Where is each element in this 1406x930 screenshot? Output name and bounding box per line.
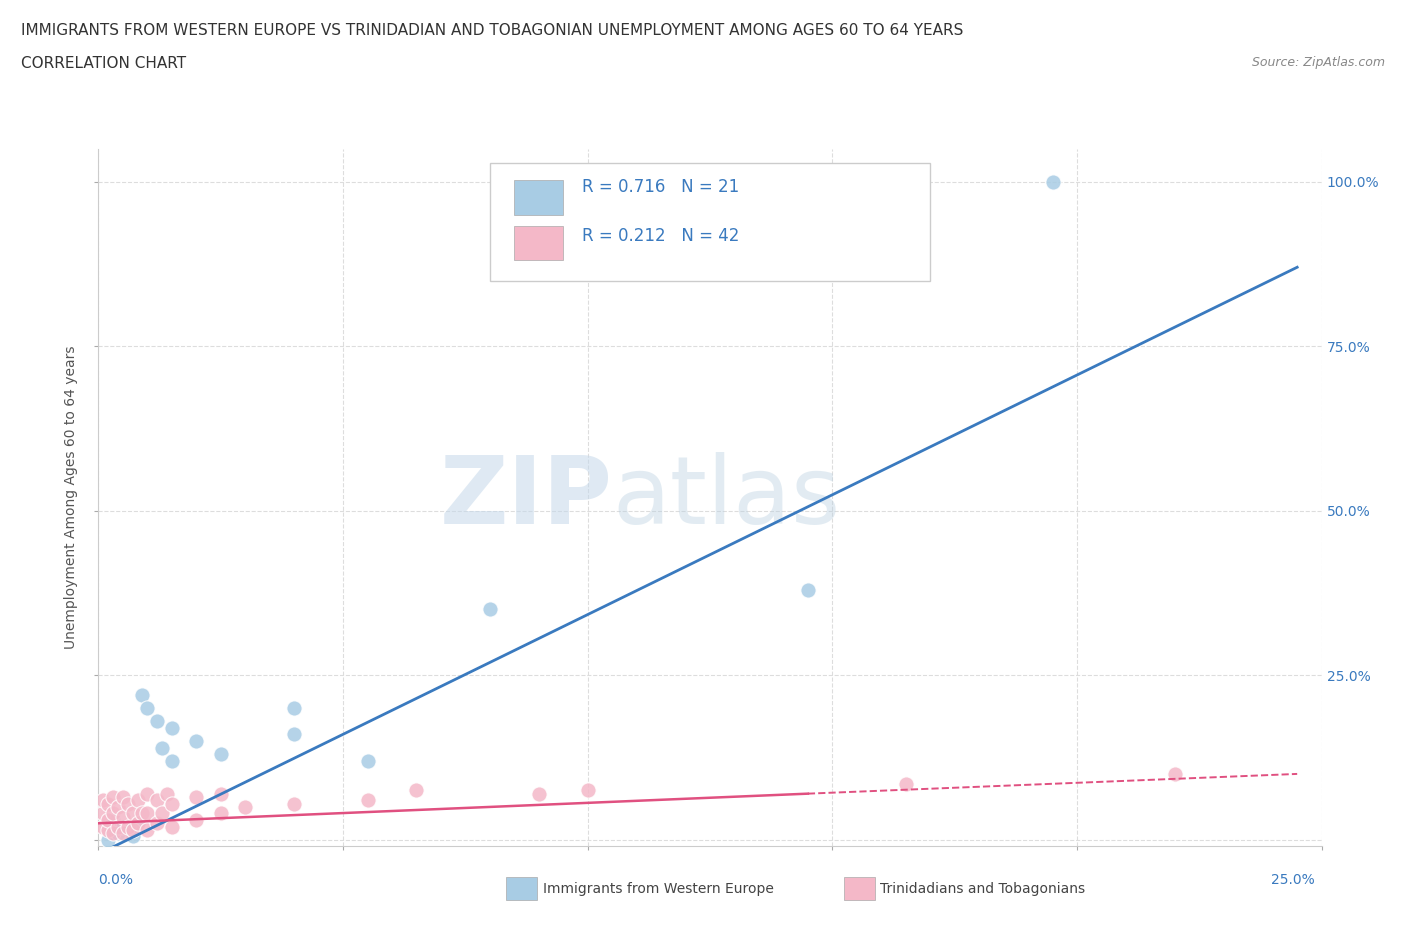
Point (101, 790, 124, 804)
Text: R = 0.212   N = 42: R = 0.212 N = 42 (582, 227, 740, 245)
Point (160, 721, 183, 736)
Text: 25.0%: 25.0% (1271, 872, 1315, 887)
FancyBboxPatch shape (515, 226, 564, 260)
Point (97, 822, 120, 837)
Point (136, 806, 159, 821)
FancyBboxPatch shape (515, 180, 564, 215)
Point (233, 800, 256, 815)
Point (356, 792, 378, 807)
Point (121, 806, 143, 821)
Point (186, 790, 208, 804)
Point (160, 819, 183, 834)
Point (894, 777, 917, 791)
Point (209, 806, 232, 821)
Point (91, 792, 114, 807)
Point (127, 816, 149, 830)
Point (283, 727, 305, 742)
Point (797, 582, 820, 597)
Point (107, 819, 129, 834)
Point (209, 747, 232, 762)
Point (356, 753, 378, 768)
Point (283, 700, 305, 715)
Point (101, 813, 124, 828)
Point (146, 792, 169, 807)
Point (101, 826, 124, 841)
Point (121, 822, 143, 837)
Text: ZIP: ZIP (439, 452, 612, 543)
Point (91, 806, 114, 821)
Point (150, 806, 173, 821)
Point (186, 813, 208, 828)
Point (131, 806, 153, 821)
Point (136, 822, 159, 837)
Point (97, 813, 120, 828)
Point (1042, 174, 1064, 189)
Point (283, 796, 305, 811)
Point (527, 786, 550, 801)
Point (136, 700, 159, 715)
Point (478, 602, 501, 617)
Point (91, 819, 114, 834)
Point (209, 786, 232, 801)
Point (117, 819, 139, 834)
Text: CORRELATION CHART: CORRELATION CHART (21, 56, 186, 71)
Text: Trinidadians and Tobagonians: Trinidadians and Tobagonians (880, 882, 1085, 897)
Point (111, 809, 134, 824)
Text: Immigrants from Western Europe: Immigrants from Western Europe (543, 882, 773, 897)
Point (131, 687, 153, 702)
Text: 0.0%: 0.0% (98, 872, 134, 887)
Point (111, 790, 134, 804)
Point (146, 714, 169, 729)
Point (146, 816, 169, 830)
Point (405, 783, 427, 798)
Point (150, 740, 173, 755)
Point (107, 826, 129, 841)
Text: R = 0.716   N = 21: R = 0.716 N = 21 (582, 179, 738, 196)
Point (111, 826, 134, 841)
Point (1164, 766, 1187, 781)
Point (127, 792, 149, 807)
Point (107, 800, 129, 815)
Point (186, 734, 208, 749)
Point (101, 806, 124, 821)
Point (117, 796, 139, 811)
Text: Source: ZipAtlas.com: Source: ZipAtlas.com (1251, 56, 1385, 69)
Point (576, 783, 599, 798)
Point (156, 786, 179, 801)
Text: atlas: atlas (612, 452, 841, 543)
Point (160, 796, 183, 811)
Point (127, 816, 149, 830)
Point (97, 832, 120, 847)
FancyBboxPatch shape (489, 163, 931, 282)
Point (160, 753, 183, 768)
Point (111, 819, 134, 834)
Point (97, 796, 120, 811)
Text: IMMIGRANTS FROM WESTERN EUROPE VS TRINIDADIAN AND TOBAGONIAN UNEMPLOYMENT AMONG : IMMIGRANTS FROM WESTERN EUROPE VS TRINID… (21, 23, 963, 38)
Point (136, 786, 159, 801)
Point (121, 829, 143, 844)
Point (101, 822, 124, 837)
Y-axis label: Unemployment Among Ages 60 to 64 years: Unemployment Among Ages 60 to 64 years (65, 346, 79, 649)
